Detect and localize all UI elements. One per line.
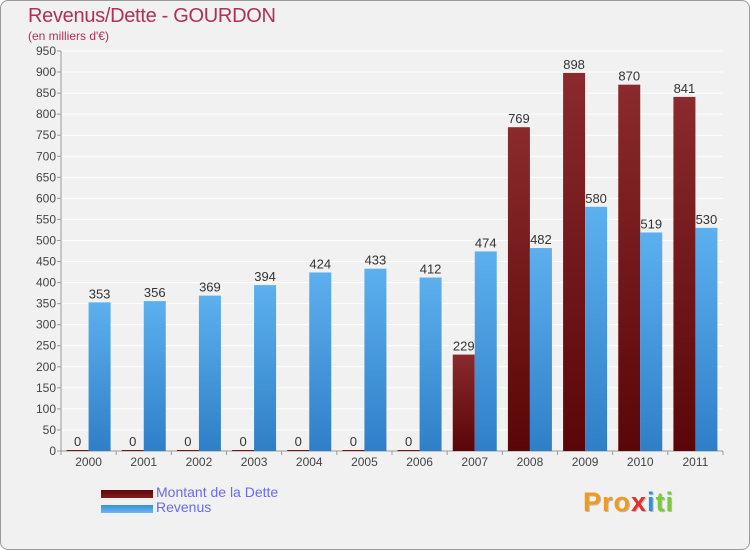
bar-revenus [640,232,663,451]
data-label-dette: 0 [129,434,136,449]
bar-revenus [143,301,166,451]
legend-swatch-revenus [101,505,153,513]
data-label-revenus: 394 [254,269,276,284]
y-tick-label: 850 [36,86,56,100]
data-label-revenus: 369 [199,280,221,295]
bar-revenus [529,248,552,451]
bar-revenus [474,251,497,451]
bar-dette [232,450,255,451]
logo-part-4: ti [655,487,675,517]
data-label-revenus: 482 [530,232,552,247]
legend-label-revenus: Revenus [156,499,212,515]
bar-revenus [88,302,111,451]
y-tick-label: 200 [36,360,56,374]
legend-swatch-dette [101,490,153,498]
x-tick-label: 2010 [627,455,654,469]
bar-revenus [419,277,442,451]
proxiti-logo: Proxiti [583,487,674,518]
bar-dette [563,72,586,451]
chart-title: Revenus/Dette - GOURDON [28,5,276,27]
bar-dette [507,127,530,452]
data-label-dette: 870 [618,69,640,84]
x-tick-label: 2009 [572,455,599,469]
y-tick-label: 100 [36,402,56,416]
bar-dette [452,354,475,451]
bar-revenus [254,285,277,451]
bar-dette [287,450,310,451]
data-label-revenus: 356 [144,285,166,300]
legend-label-dette: Montant de la Dette [156,484,279,500]
bar-dette [121,450,144,451]
x-tick-label: 2000 [75,455,102,469]
bar-revenus [585,206,608,451]
bar-dette [176,450,199,451]
y-tick-label: 300 [36,318,56,332]
logo-part-3: i [647,487,656,517]
x-tick-label: 2001 [130,455,157,469]
data-label-revenus: 433 [365,253,387,268]
bar-dette [66,450,89,451]
y-tick-label: 700 [36,149,56,163]
data-label-dette: 898 [563,57,585,72]
bar-dette [618,84,641,452]
x-tick-label: 2003 [241,455,268,469]
chart-subtitle: (en milliers d'€) [28,29,109,43]
x-tick-label: 2004 [296,455,323,469]
y-tick-label: 750 [36,128,56,142]
data-label-revenus: 530 [696,212,718,227]
data-label-dette: 0 [184,434,191,449]
y-tick-label: 450 [36,255,56,269]
data-label-revenus: 519 [640,216,662,231]
data-label-revenus: 412 [420,262,442,277]
bar-revenus [364,268,387,451]
y-tick-label: 550 [36,212,56,226]
x-tick-label: 2008 [517,455,544,469]
data-label-revenus: 580 [585,191,607,206]
bar-dette [342,450,365,451]
y-tick-label: 150 [36,381,56,395]
data-label-revenus: 353 [89,286,111,301]
x-tick-label: 2011 [683,455,709,469]
y-tick-label: 650 [36,170,56,184]
x-tick-label: 2006 [406,455,433,469]
data-label-dette: 769 [508,111,530,126]
data-label-dette: 0 [295,434,302,449]
x-tick-label: 2007 [461,455,488,469]
data-label-revenus: 424 [309,256,331,271]
y-tick-label: 50 [43,423,57,437]
y-tick-label: 950 [36,44,56,58]
y-tick-label: 400 [36,276,56,290]
data-label-revenus: 474 [475,235,497,250]
data-label-dette: 0 [239,434,246,449]
data-label-dette: 0 [74,434,81,449]
bar-dette [673,96,696,451]
y-tick-label: 350 [36,297,56,311]
y-tick-label: 600 [36,191,56,205]
x-tick-label: 2005 [351,455,378,469]
x-tick-label: 2002 [186,455,213,469]
y-tick-label: 900 [36,65,56,79]
bar-revenus [198,295,221,451]
bar-revenus [695,227,718,451]
logo-part-2: x [631,487,648,517]
data-label-dette: 0 [350,434,357,449]
logo-part-1: Pro [583,487,632,517]
data-label-dette: 229 [453,339,475,354]
bar-dette [397,450,420,451]
data-label-dette: 841 [674,81,696,96]
data-label-dette: 0 [405,434,412,449]
y-tick-label: 0 [49,444,56,458]
y-tick-label: 250 [36,339,56,353]
bar-revenus [309,272,332,451]
y-tick-label: 800 [36,107,56,121]
y-tick-label: 500 [36,233,56,247]
